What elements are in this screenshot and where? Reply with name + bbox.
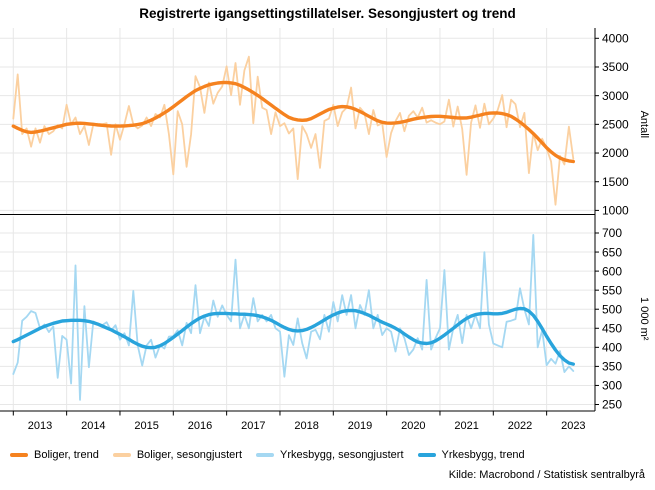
x-tick-label: 2018: [294, 420, 318, 432]
chart-title: Registrerte igangsettingstillatelser. Se…: [139, 6, 516, 21]
x-tick-label: 2014: [81, 420, 105, 432]
legend-item-yrkesbygg-sesongjustert: Yrkesbygg, sesongjustert: [256, 449, 404, 461]
x-tick-label: 2023: [561, 420, 585, 432]
y-tick-label: 1500: [602, 175, 629, 189]
legend-marker-boliger-trend-icon: [10, 453, 28, 457]
legend-item-boliger-trend: Boliger, trend: [10, 449, 99, 461]
y-tick-label: 600: [602, 264, 622, 278]
source-attribution: Kilde: Macrobond / Statistisk sentralbyr…: [448, 469, 645, 481]
y-axis-label: 1 000 m²: [638, 297, 650, 341]
legend-marker-boliger-sesongjustert-icon: [112, 453, 131, 457]
y-tick-label: 3000: [602, 89, 629, 103]
y-tick-label: 350: [602, 360, 622, 374]
x-tick-label: 2021: [454, 420, 478, 432]
legend-marker-yrkesbygg-trend-icon: [417, 453, 436, 457]
y-tick-label: 3500: [602, 60, 629, 74]
y-tick-label: 2000: [602, 146, 629, 160]
y-tick-label: 550: [602, 283, 622, 297]
x-tick-label: 2016: [188, 420, 212, 432]
y-tick-label: 2500: [602, 118, 629, 132]
x-tick-label: 2013: [28, 420, 52, 432]
y-tick-label: 650: [602, 245, 622, 259]
legend-label-yrkesbygg-trend: Yrkesbygg, trend: [441, 449, 525, 461]
y-tick-label: 700: [602, 226, 622, 240]
series-boliger-sesongjustert: [12, 55, 575, 206]
legend-label-yrkesbygg-sesongjustert: Yrkesbygg, sesongjustert: [280, 449, 404, 461]
y-axis-label: Antall: [638, 111, 650, 139]
x-tick-label: 2017: [241, 420, 265, 432]
series-yrkesbygg-sesongjustert: [12, 233, 575, 401]
chart-canvas: 1000 1500 2000 2500 3000 3500 4000 Antall 250 300…: [0, 28, 650, 432]
y-tick-label: 4000: [602, 32, 629, 46]
legend: Boliger, trend Boliger, sesongjustert Yr…: [0, 441, 655, 463]
x-tick-label: 2020: [401, 420, 425, 432]
x-tick-label: 2015: [134, 420, 158, 432]
y-tick-label: 300: [602, 379, 622, 393]
y-tick-label: 450: [602, 321, 622, 335]
y-tick-label: 1000: [602, 204, 629, 218]
series-yrkesbygg-trend: [11, 306, 575, 366]
y-tick-label: 250: [602, 398, 622, 412]
legend-marker-yrkesbygg-sesongjustert-icon: [256, 453, 274, 457]
legend-label-boliger-sesongjustert: Boliger, sesongjustert: [136, 449, 242, 461]
legend-label-boliger-trend: Boliger, trend: [34, 449, 99, 461]
y-tick-label: 500: [602, 302, 622, 316]
x-tick-label: 2022: [508, 420, 532, 432]
y-tick-label: 400: [602, 341, 622, 355]
x-tick-label: 2019: [348, 420, 372, 432]
legend-item-boliger-sesongjustert: Boliger, sesongjustert: [112, 449, 242, 461]
series-boliger-trend: [11, 80, 575, 164]
legend-item-yrkesbygg-trend: Yrkesbygg, trend: [417, 449, 525, 461]
